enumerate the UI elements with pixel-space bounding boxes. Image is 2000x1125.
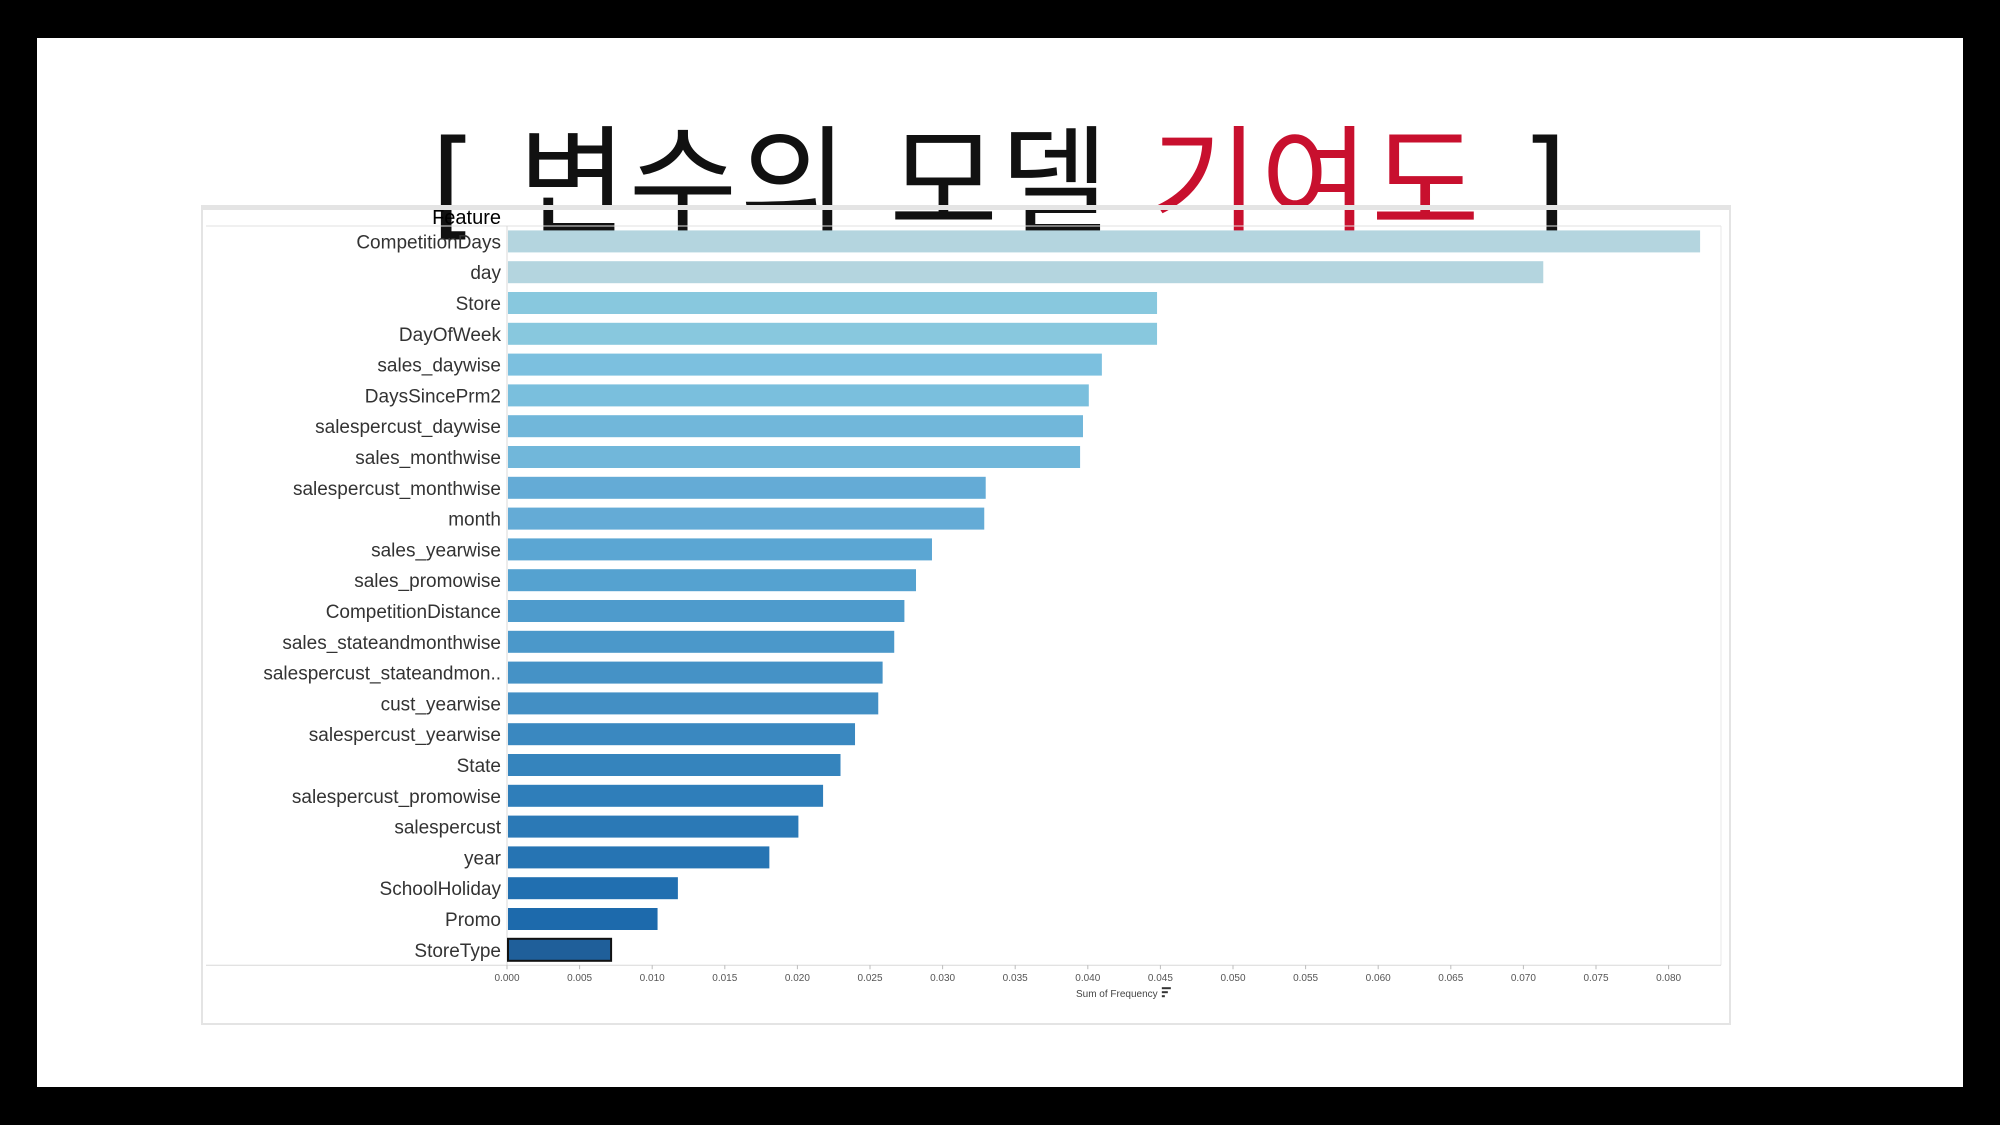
x-tick-label: 0.025 — [857, 973, 882, 984]
bar-salespercust_yearwise — [508, 723, 856, 746]
x-tick-label: 0.055 — [1293, 973, 1318, 984]
bar-SchoolHoliday — [508, 877, 678, 900]
x-tick-label: 0.035 — [1003, 973, 1028, 984]
row-label-CompetitionDays: CompetitionDays — [356, 232, 501, 253]
bar-DayOfWeek — [508, 322, 1158, 345]
bar-cust_yearwise — [508, 692, 879, 715]
bar-chart: Feature CompetitionDays day Store DayOfWeek s… — [206, 210, 1729, 1000]
x-tick-label: 0.045 — [1148, 973, 1173, 984]
bar-State — [508, 754, 841, 776]
row-label-State: State — [457, 756, 501, 777]
row-label-sales_stateandmonthwise: sales_stateandmonthwise — [282, 633, 501, 654]
x-axis-title: Sum of Frequency — [1076, 989, 1158, 1000]
bar-Promo — [508, 908, 658, 930]
bar-salespercust_stateandmon.. — [508, 661, 883, 684]
x-tick-label: 0.080 — [1656, 973, 1681, 984]
bar-salespercust_monthwise — [508, 476, 986, 499]
row-label-SchoolHoliday: SchoolHoliday — [380, 879, 502, 900]
row-label-Store: Store — [456, 294, 501, 315]
bar-salespercust — [508, 815, 799, 838]
bar-StoreType — [507, 937, 613, 962]
row-header-label: Feature — [432, 210, 501, 229]
title-open-bracket: [ — [430, 114, 519, 252]
x-tick-label: 0.030 — [930, 973, 955, 984]
x-tick-label: 0.015 — [712, 973, 737, 984]
row-label-salespercust_daywise: salespercust_daywise — [315, 417, 501, 438]
bar-salespercust_promowise — [508, 784, 824, 807]
row-label-Promo: Promo — [445, 910, 501, 931]
row-label-salespercust_promowise: salespercust_promowise — [292, 787, 501, 808]
bar-salespercust_daywise — [508, 415, 1083, 438]
x-tick-label: 0.000 — [494, 973, 519, 984]
row-label-day: day — [470, 263, 501, 284]
x-tick-label: 0.065 — [1438, 973, 1463, 984]
row-label-StoreType: StoreType — [414, 941, 501, 962]
row-label-CompetitionDistance: CompetitionDistance — [326, 602, 501, 623]
row-label-sales_monthwise: sales_monthwise — [355, 448, 501, 469]
sort-icon-bar — [1161, 995, 1165, 998]
sort-descending-icon — [1161, 987, 1171, 990]
title-close-bracket: ] — [1481, 114, 1570, 252]
bar-Store — [508, 292, 1158, 314]
row-label-month: month — [448, 510, 501, 531]
x-tick-label: 0.040 — [1075, 973, 1100, 984]
row-label-year: year — [464, 848, 502, 869]
bar-sales_daywise — [508, 353, 1102, 376]
row-label-salespercust: salespercust — [394, 818, 501, 839]
row-label-sales_yearwise: sales_yearwise — [371, 540, 501, 561]
row-label-cust_yearwise: cust_yearwise — [381, 694, 501, 715]
row-label-salespercust_monthwise: salespercust_monthwise — [293, 479, 501, 500]
bar-DaysSincePrm2 — [508, 384, 1089, 407]
bar-sales_promowise — [508, 569, 917, 592]
x-tick-label: 0.010 — [640, 973, 665, 984]
slide-title: [ 변수의 모델 기여도 ] — [37, 108, 1963, 258]
bar-day — [508, 261, 1544, 284]
title-accent: 기여도 — [1150, 114, 1482, 252]
row-label-sales_daywise: sales_daywise — [377, 356, 501, 377]
bar-CompetitionDistance — [508, 600, 905, 622]
row-label-salespercust_yearwise: salespercust_yearwise — [309, 725, 501, 746]
title-main: 변수의 모델 — [518, 114, 1151, 252]
x-tick-label: 0.020 — [785, 973, 810, 984]
row-label-salespercust_stateandmon..: salespercust_stateandmon.. — [263, 664, 501, 685]
row-label-DayOfWeek: DayOfWeek — [399, 325, 502, 346]
x-tick-label: 0.050 — [1220, 973, 1245, 984]
row-label-DaysSincePrm2: DaysSincePrm2 — [365, 386, 501, 407]
bar-month — [508, 507, 985, 530]
row-label-sales_promowise: sales_promowise — [354, 571, 501, 592]
bar-sales_monthwise — [508, 446, 1081, 468]
sort-icon-bar — [1161, 991, 1168, 994]
x-tick-label: 0.060 — [1366, 973, 1391, 984]
bar-sales_yearwise — [508, 538, 932, 561]
bar-CompetitionDays — [508, 230, 1701, 253]
x-tick-label: 0.005 — [567, 973, 592, 984]
bar-year — [508, 846, 770, 869]
chart-frame: Feature CompetitionDays day Store DayOfWeek s… — [201, 205, 1731, 1025]
x-tick-label: 0.070 — [1511, 973, 1536, 984]
x-tick-label: 0.075 — [1583, 973, 1608, 984]
bar-sales_stateandmonthwise — [508, 630, 895, 653]
slide: [ 변수의 모델 기여도 ] — [37, 38, 1963, 1087]
